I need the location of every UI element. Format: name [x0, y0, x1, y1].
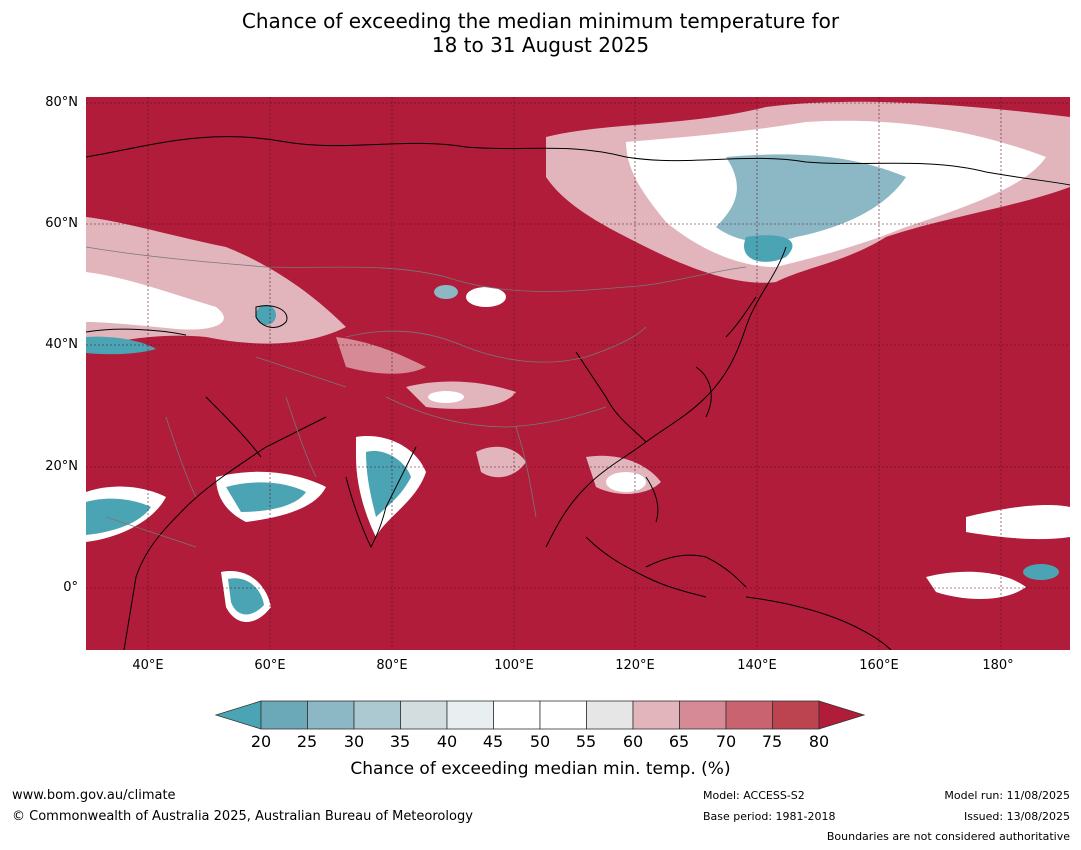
website-link[interactable]: www.bom.gov.au/climate [12, 788, 176, 803]
colorbar-segment [586, 700, 634, 730]
colorbar-tick-50: 50 [529, 732, 551, 751]
country-borders [86, 246, 747, 548]
base-period: Base period: 1981-2018 [703, 810, 836, 823]
lat-label-40n: 40°N [45, 337, 78, 352]
boundaries-disclaimer: Boundaries are not considered authoritat… [826, 830, 1070, 843]
colorbar-tick-65: 65 [668, 732, 690, 751]
colorbar-legend [214, 700, 866, 730]
colorbar-segment [493, 700, 541, 730]
colorbar-segment [446, 700, 494, 730]
lon-label-60e: 60°E [254, 658, 286, 673]
lon-label-100e: 100°E [494, 658, 534, 673]
lon-label-180: 180° [982, 658, 1014, 673]
colorbar-tick-40: 40 [436, 732, 458, 751]
lat-label-20n: 20°N [45, 459, 78, 474]
colorbar-tick-70: 70 [715, 732, 737, 751]
lon-label-120e: 120°E [615, 658, 655, 673]
lon-label-160e: 160°E [859, 658, 899, 673]
map-title: Chance of exceeding the median minimum t… [0, 9, 1081, 57]
colorbar-segment [725, 700, 773, 730]
map-canvas [86, 97, 1070, 650]
colorbar-tick-35: 35 [389, 732, 411, 751]
colorbar-segment [539, 700, 587, 730]
colorbar-arrow-low [214, 700, 262, 730]
colorbar-arrow-high [818, 700, 866, 730]
colorbar-tick-45: 45 [482, 732, 504, 751]
colorbar-tick-80: 80 [808, 732, 830, 751]
model-name: Model: ACCESS-S2 [703, 789, 805, 802]
colorbar-segment [400, 700, 448, 730]
colorbar-segment [679, 700, 727, 730]
colorbar-tick-60: 60 [622, 732, 644, 751]
colorbar-segment [353, 700, 401, 730]
lon-label-80e: 80°E [376, 658, 408, 673]
lat-label-0: 0° [63, 580, 78, 595]
model-run-date: Model run: 11/08/2025 [944, 789, 1070, 802]
colorbar-label: Chance of exceeding median min. temp. (%… [350, 759, 731, 779]
title-line-2: 18 to 31 August 2025 [431, 33, 650, 57]
colorbar-segment [632, 700, 680, 730]
issued-date: Issued: 13/08/2025 [963, 810, 1070, 823]
graticule [86, 97, 1070, 650]
colorbar-segment [772, 700, 820, 730]
forecast-map [86, 97, 1070, 650]
coastlines [86, 136, 1070, 650]
colorbar-segment [307, 700, 355, 730]
probability-shading [86, 101, 1070, 622]
colorbar-tick-55: 55 [575, 732, 597, 751]
lon-label-140e: 140°E [737, 658, 777, 673]
colorbar-segment [260, 700, 308, 730]
lat-label-60n: 60°N [45, 216, 78, 231]
lat-label-80n: 80°N [45, 95, 78, 110]
colorbar-tick-30: 30 [343, 732, 365, 751]
copyright-text: © Commonwealth of Australia 2025, Austra… [12, 809, 473, 824]
colorbar-tick-20: 20 [250, 732, 272, 751]
lon-label-40e: 40°E [132, 658, 164, 673]
colorbar-tick-75: 75 [761, 732, 783, 751]
title-line-1: Chance of exceeding the median minimum t… [241, 9, 840, 33]
colorbar-tick-25: 25 [296, 732, 318, 751]
